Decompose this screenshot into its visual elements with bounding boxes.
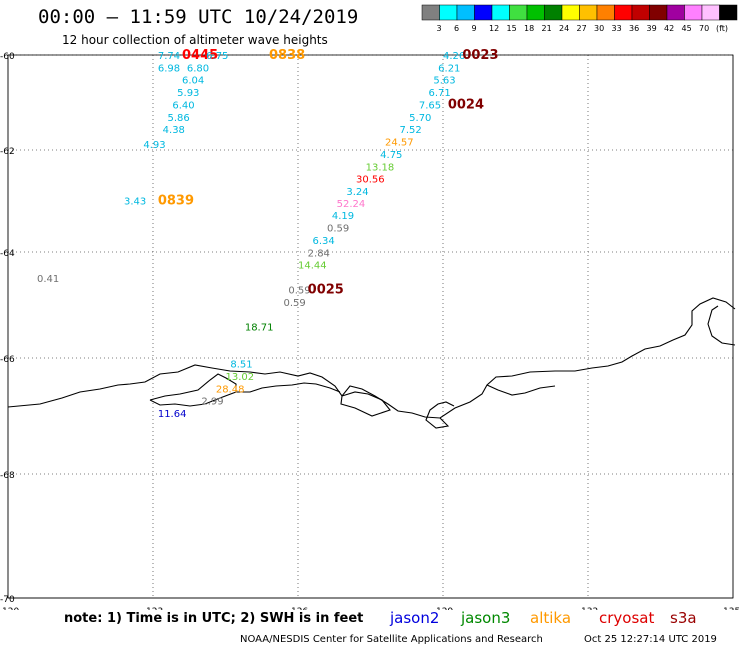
- wave-height-label: 5.93: [177, 88, 199, 99]
- scale-tick-label: 6: [454, 24, 459, 33]
- wave-height-label: 6.75: [206, 51, 228, 62]
- scale-tick-label: 3: [437, 24, 442, 33]
- credit-text: NOAA/NESDIS Center for Satellite Applica…: [240, 634, 543, 645]
- graticule: -60 -62 -64 -66 -68 -70 120 123 126 129 132 135: [0, 52, 740, 610]
- scale-tick-label: 9: [472, 24, 477, 33]
- pass-time-label: 0023: [462, 48, 498, 63]
- wave-height-label: 4.75: [380, 150, 402, 161]
- scale-tick-label: 15: [507, 24, 517, 33]
- wave-height-label: 18.71: [245, 323, 274, 334]
- scale-tick-label: 39: [647, 24, 657, 33]
- scale-tick-label: 30: [594, 24, 604, 33]
- wave-height-label: 6.98: [158, 63, 180, 74]
- wave-height-label: 3.24: [346, 187, 368, 198]
- map-subtitle: 12 hour collection of altimeter wave hei…: [62, 33, 328, 47]
- wave-height-label: 6.34: [313, 236, 335, 247]
- coastline-east-headland: [486, 384, 556, 396]
- wave-height-label: 0.59: [288, 286, 310, 297]
- wave-height-label: 13.18: [366, 162, 395, 173]
- altimeter-map: -60 -62 -64 -66 -68 -70 120 123 126 129 132 135 7.7…: [0, 48, 740, 610]
- wave-height-label: 0.59: [327, 224, 349, 235]
- latitude-tick-label: -68: [0, 471, 15, 481]
- wave-height-label: 4.19: [332, 211, 354, 222]
- antarctic-coastline: [7, 297, 736, 419]
- wave-height-label: 0.41: [37, 274, 59, 285]
- longitude-tick-label: 123: [146, 607, 163, 610]
- legend-jason2: jason2: [390, 609, 440, 627]
- wave-height-label: 14.44: [298, 261, 327, 272]
- wave-height-label: 4.26: [443, 51, 465, 62]
- legend-s3a: s3a: [670, 609, 697, 627]
- wave-height-label: 3.43: [124, 197, 146, 208]
- wave-height-label: 7.52: [400, 125, 422, 136]
- wave-height-label: 6.80: [187, 63, 209, 74]
- scale-tick-label: 36: [629, 24, 639, 33]
- scale-unit-label: (ft): [716, 24, 728, 33]
- pass-time-label: 0445: [182, 48, 218, 63]
- scale-tick-label: 24: [559, 24, 569, 33]
- color-scale-legend: 3 6 9 12 15 18 21 24 27 30 33 36 39 42 45 70 (ft): [421, 4, 738, 33]
- pass-time-label: 0838: [269, 48, 305, 63]
- wave-height-label: 28.48: [216, 384, 245, 395]
- wave-height-label: 7.74: [158, 51, 180, 62]
- wave-height-label: 5.86: [168, 113, 190, 124]
- legend-cryosat: cryosat: [599, 609, 655, 627]
- coastline-embayment: [425, 401, 455, 429]
- coastline-ice-shelf: [236, 382, 341, 393]
- scale-tick-label: 21: [542, 24, 552, 33]
- wave-height-label: 7.65: [419, 100, 441, 111]
- pass-time-label: 0839: [158, 194, 194, 209]
- wave-height-label: 5.70: [409, 113, 431, 124]
- latitude-tick-label: -66: [0, 355, 15, 365]
- wave-height-label: 6.71: [429, 88, 451, 99]
- scale-tick-label: 12: [489, 24, 499, 33]
- wave-height-label: 11.64: [158, 409, 187, 420]
- wave-height-label: 4.38: [163, 125, 185, 136]
- timestamp: Oct 25 12:27:14 UTC 2019: [584, 634, 717, 645]
- wave-height-label: 30.56: [356, 174, 385, 185]
- wave-height-label: 6.40: [172, 100, 194, 111]
- coastline-west-embayment: [149, 373, 237, 407]
- coastline-inner-loop: [340, 391, 391, 417]
- scale-tick-label: 27: [577, 24, 587, 33]
- wave-height-label: 13.02: [226, 372, 255, 383]
- legend-jason3: jason3: [461, 609, 511, 627]
- pass-time-label: 0025: [308, 283, 344, 298]
- wave-height-label: 4.93: [143, 140, 165, 151]
- wave-height-label: 0.59: [284, 298, 306, 309]
- wave-height-label: 52.24: [337, 199, 366, 210]
- scale-tick-label: 18: [524, 24, 534, 33]
- scale-tick-label: 42: [664, 24, 674, 33]
- scale-tick-label: 45: [682, 24, 692, 33]
- latitude-tick-label: -60: [0, 52, 15, 62]
- wave-height-label: 6.04: [182, 75, 204, 86]
- latitude-tick-label: -70: [0, 595, 15, 605]
- pass-time-label: 0024: [448, 97, 484, 112]
- wave-height-label: 2.99: [201, 396, 223, 407]
- longitude-tick-label: 120: [2, 607, 19, 610]
- wave-height-label: 2.84: [308, 249, 330, 260]
- longitude-tick-label: 129: [436, 607, 453, 610]
- wave-height-label: 8.51: [230, 359, 252, 370]
- longitude-tick-label: 132: [581, 607, 598, 610]
- footer-note: note: 1) Time is in UTC; 2) SWH is in fe…: [64, 611, 364, 626]
- legend-altika: altika: [530, 609, 572, 627]
- scale-tick-label: 33: [612, 24, 622, 33]
- longitude-tick-label: 126: [291, 607, 308, 610]
- latitude-tick-label: -62: [0, 147, 15, 157]
- wave-height-label: 24.57: [385, 137, 414, 148]
- map-frame: [7, 54, 734, 599]
- map-title: 00:00 – 11:59 UTC 10/24/2019: [38, 6, 359, 28]
- longitude-tick-label: 135: [723, 607, 740, 610]
- latitude-tick-label: -64: [0, 249, 15, 259]
- wave-height-label: 5.63: [433, 75, 455, 86]
- scale-swatch: [719, 4, 738, 21]
- wave-height-label: 6.21: [438, 63, 460, 74]
- scale-tick-label: 70: [699, 24, 709, 33]
